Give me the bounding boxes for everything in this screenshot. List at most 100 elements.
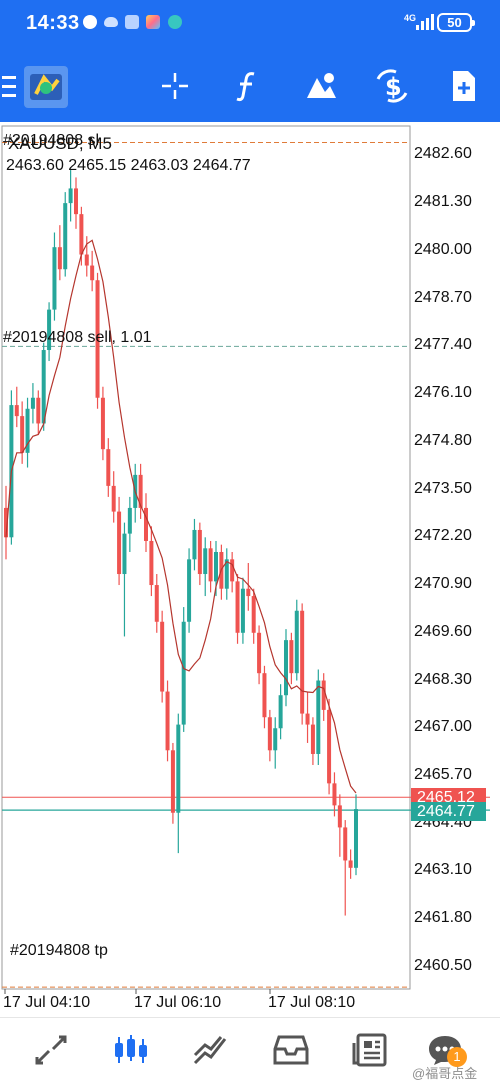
- price-tick-label: 2469.60: [414, 622, 472, 640]
- candle-body: [20, 416, 25, 453]
- price-tick-label: 2463.10: [414, 861, 472, 879]
- candle-body: [246, 588, 251, 597]
- candle-body: [343, 827, 348, 861]
- candle-body: [354, 809, 358, 868]
- cloud-icon: [104, 17, 118, 27]
- ohlc-readout: 2463.60 2465.15 2463.03 2464.77: [6, 157, 251, 174]
- price-tick-label: 2480.00: [414, 240, 472, 258]
- candle-body: [68, 188, 73, 204]
- candle-body: [348, 860, 353, 868]
- price-tick-label: 2478.70: [414, 288, 472, 306]
- candle-body: [305, 713, 310, 725]
- candle-body: [36, 397, 41, 424]
- candle-body: [337, 805, 342, 828]
- time-tick-label: 17 Jul 08:10: [268, 994, 356, 1011]
- candle-body: [111, 485, 116, 512]
- candle-body: [170, 750, 175, 813]
- bid-price-tag: 2464.77: [411, 802, 486, 822]
- price-tick-label: 2474.80: [414, 431, 472, 449]
- candle-body: [267, 717, 272, 751]
- indicators-icon[interactable]: [226, 66, 266, 106]
- candle-body: [90, 265, 95, 281]
- status-time: 14:33: [26, 12, 80, 34]
- quotes-icon[interactable]: [31, 1032, 71, 1068]
- candle-body: [235, 581, 240, 633]
- price-tick-label: 2470.90: [414, 575, 472, 593]
- candle-body: [79, 214, 84, 255]
- time-tick-label: 17 Jul 04:10: [3, 994, 91, 1011]
- candle-body: [187, 559, 192, 622]
- app-logo[interactable]: [24, 66, 68, 108]
- candle-body: [278, 695, 283, 729]
- candle-body: [310, 724, 315, 754]
- top-bar: 14:33 4G 50 $: [0, 0, 500, 122]
- candle-body: [160, 621, 165, 692]
- chart-frame: [1, 125, 411, 990]
- candle-body: [117, 511, 122, 575]
- chart-icon[interactable]: [111, 1032, 151, 1068]
- candle-body: [144, 507, 148, 541]
- candle-body: [224, 559, 229, 589]
- candlestick-chart[interactable]: [0, 122, 500, 1017]
- tp-level-label[interactable]: #20194808 tp: [10, 942, 108, 959]
- candle-body: [181, 621, 186, 725]
- objects-icon[interactable]: [299, 66, 343, 106]
- candle-body: [289, 640, 294, 674]
- battery-indicator: 50: [437, 13, 475, 32]
- price-tick-label: 2472.20: [414, 527, 472, 545]
- order-level-label[interactable]: #20194808 sell, 1.01: [3, 329, 152, 346]
- signal-icon: [416, 14, 434, 30]
- price-tick-label: 2481.30: [414, 193, 472, 211]
- price-tick-label: 2473.50: [414, 479, 472, 497]
- history-icon[interactable]: [271, 1032, 311, 1068]
- candle-body: [192, 529, 197, 560]
- price-chart[interactable]: 2482.60 2481.30 2480.00 2478.70 2477.40 2476.…: [0, 122, 500, 1017]
- candle-body: [41, 350, 46, 424]
- watermark: @福哥点金: [412, 1066, 478, 1081]
- candle-body: [165, 691, 170, 751]
- new-order-icon[interactable]: [444, 66, 484, 106]
- candle-body: [214, 551, 218, 582]
- candle-body: [176, 724, 181, 813]
- candle-body: [100, 397, 105, 450]
- sl-level-label: #20194808 sl: [3, 132, 100, 149]
- candle-body: [57, 247, 62, 270]
- qq-icon: [83, 15, 97, 29]
- candle-body: [203, 548, 208, 575]
- candle-body: [197, 529, 202, 575]
- moving-average-line: [5, 239, 357, 794]
- candle-body: [52, 247, 57, 310]
- candle-body: [63, 203, 68, 270]
- browser-icon: [168, 15, 182, 29]
- candle-body: [251, 596, 256, 633]
- network-type: 4G: [404, 13, 417, 23]
- candle-body: [138, 474, 143, 508]
- trade-nav-icon[interactable]: [190, 1032, 230, 1068]
- candle-body: [106, 449, 111, 486]
- crosshair-icon[interactable]: [155, 66, 195, 106]
- candle-body: [4, 507, 8, 538]
- candle-body: [154, 585, 159, 622]
- trade-icon[interactable]: $: [370, 66, 414, 106]
- time-tick-label: 17 Jul 06:10: [134, 994, 222, 1011]
- candle-body: [230, 559, 235, 582]
- price-tick-label: 2465.70: [414, 766, 472, 783]
- candle-body: [273, 728, 278, 751]
- price-tick-label: 2476.10: [414, 384, 472, 402]
- candle-body: [14, 405, 19, 417]
- messages-badge: 1: [447, 1047, 467, 1067]
- gallery-icon: [146, 15, 160, 29]
- candle-body: [284, 640, 288, 696]
- candle-body: [316, 680, 321, 754]
- candle-body: [257, 632, 262, 674]
- candle-body: [122, 533, 127, 575]
- candle-body: [95, 280, 100, 398]
- candle-body: [262, 673, 267, 718]
- candle-body: [127, 507, 132, 534]
- menu-icon[interactable]: [0, 66, 18, 106]
- news-icon[interactable]: [350, 1032, 390, 1068]
- candle-body: [294, 610, 299, 674]
- price-tick-label: 2460.50: [414, 956, 472, 974]
- candle-body: [25, 408, 30, 453]
